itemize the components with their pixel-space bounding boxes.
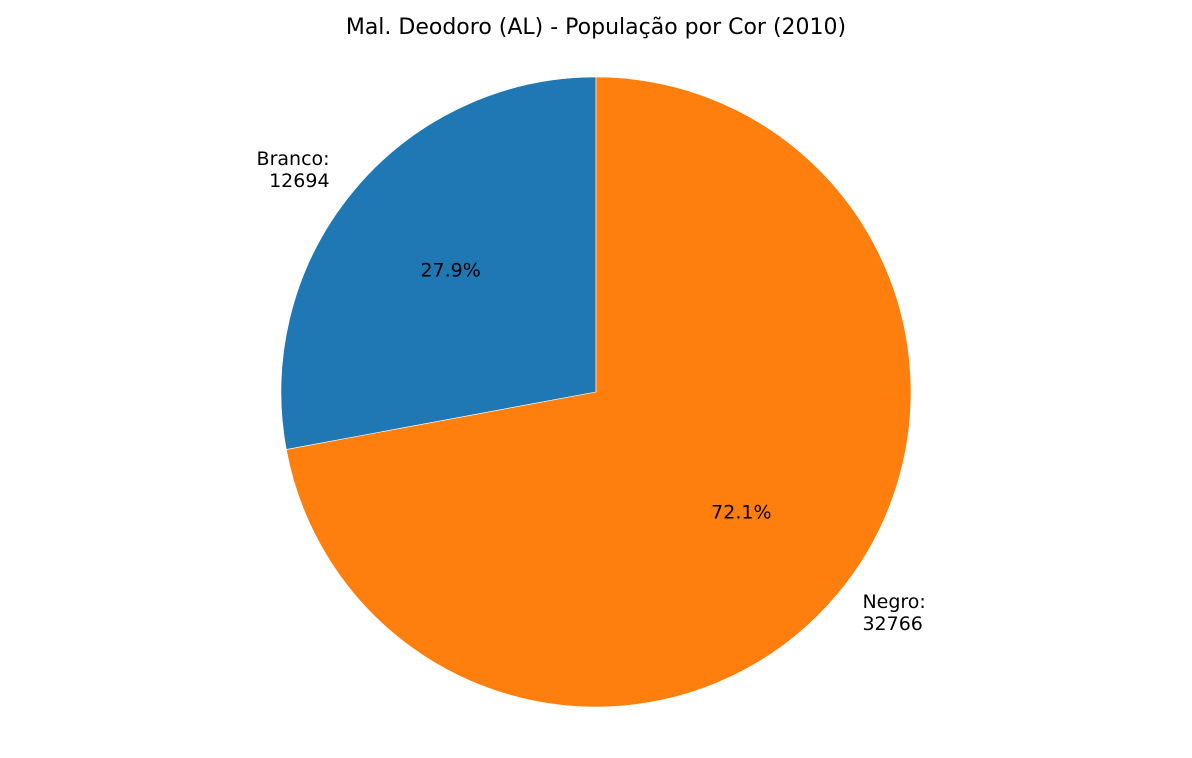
chart-title: Mal. Deodoro (AL) - População por Cor (2… — [346, 15, 846, 40]
pie-category-label-negro: Negro: — [862, 591, 925, 613]
pie-pct-label-negro: 72.1% — [711, 501, 771, 523]
pie-category-label-branco: Branco: — [257, 148, 330, 170]
pie-value-label-negro: 32766 — [862, 613, 922, 635]
pie-value-label-branco: 12694 — [269, 170, 329, 192]
pie-pct-label-branco: 27.9% — [420, 260, 480, 282]
pie-slice-negro — [285, 76, 912, 708]
pie-slices — [280, 76, 912, 708]
pie-labels: 27.9% Branco:12694 72.1% Negro:32766 — [257, 148, 926, 635]
pie-slice-branco — [280, 76, 597, 450]
